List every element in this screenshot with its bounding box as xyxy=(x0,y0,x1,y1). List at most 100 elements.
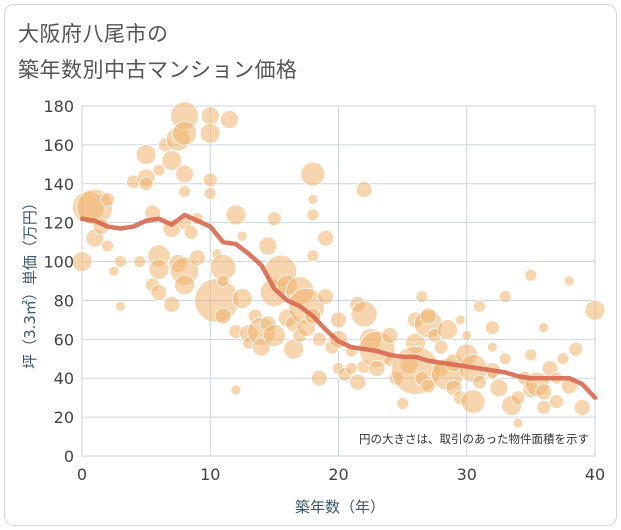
data-bubble xyxy=(381,327,399,344)
data-bubble xyxy=(152,163,166,177)
y-tick-label: 180 xyxy=(43,97,74,116)
data-bubble xyxy=(214,307,232,325)
data-bubble xyxy=(138,176,154,192)
data-bubble xyxy=(498,290,512,303)
y-axis-label: 坪（3.3㎡）単価（万円） xyxy=(21,195,39,369)
chart-title-line2: 築年数別中古マンション価格 xyxy=(18,58,298,82)
data-bubble xyxy=(71,251,93,272)
data-bubble xyxy=(175,164,195,184)
data-bubble xyxy=(300,161,326,187)
data-bubble xyxy=(556,352,570,366)
data-bubble xyxy=(415,290,429,303)
data-bubble xyxy=(306,208,320,222)
data-bubble xyxy=(161,150,183,171)
x-axis-label: 築年数（年） xyxy=(295,498,385,516)
data-bubble xyxy=(538,322,550,334)
y-tick-label: 140 xyxy=(43,175,74,194)
data-bubble xyxy=(460,389,486,414)
data-bubble xyxy=(133,255,147,268)
data-bubble xyxy=(200,106,220,126)
data-bubble xyxy=(344,362,358,375)
y-tick-label: 0 xyxy=(64,447,74,466)
y-tick-label: 160 xyxy=(43,136,74,155)
data-bubble xyxy=(311,331,327,347)
data-bubble xyxy=(135,144,157,166)
x-tick-label: 20 xyxy=(328,465,348,484)
data-bubble xyxy=(108,265,120,277)
data-bubble xyxy=(172,120,198,146)
x-tick-label: 0 xyxy=(77,465,87,484)
x-tick-label: 30 xyxy=(457,465,477,484)
data-bubble xyxy=(549,394,564,409)
bubble-size-note: 円の大きさは、取引のあった物件面積を示す xyxy=(359,432,589,446)
x-tick-label: 40 xyxy=(585,465,605,484)
data-bubble xyxy=(349,373,367,391)
data-bubble xyxy=(262,324,286,347)
data-bubble xyxy=(199,122,221,144)
data-bubble xyxy=(498,352,512,366)
data-bubble xyxy=(163,295,181,313)
data-bubble xyxy=(584,299,606,321)
y-tick-label: 40 xyxy=(54,369,74,388)
data-bubble xyxy=(100,191,116,207)
data-bubble xyxy=(472,374,487,390)
tick-labels: 0 20 40 60 80 100 120 140 160 180 0 10 20 30 40 xyxy=(43,97,605,484)
data-bubble xyxy=(524,348,538,362)
data-bubble xyxy=(484,320,500,336)
data-bubble xyxy=(489,378,509,398)
data-bubble xyxy=(317,288,335,305)
data-bubble xyxy=(114,255,127,268)
data-bubble xyxy=(236,230,248,242)
data-bubble xyxy=(115,300,126,312)
data-bubble xyxy=(216,274,230,288)
data-bubble xyxy=(202,172,218,188)
data-bubble xyxy=(174,274,196,296)
data-bubble xyxy=(355,181,373,199)
data-bubble xyxy=(183,224,199,240)
data-bubble xyxy=(330,311,347,329)
data-bubble xyxy=(473,299,486,313)
x-tick-label: 10 xyxy=(200,465,220,484)
data-bubble xyxy=(510,390,526,406)
data-bubble xyxy=(230,384,242,396)
data-bubble xyxy=(486,341,498,353)
trend-line-group xyxy=(79,212,598,400)
data-bubble xyxy=(573,398,591,416)
data-bubble xyxy=(454,314,466,326)
data-bubble xyxy=(148,258,170,280)
data-bubble xyxy=(535,383,553,401)
data-bubble xyxy=(420,378,436,394)
data-bubble xyxy=(150,284,168,302)
data-bubble xyxy=(536,399,552,415)
data-bubble xyxy=(433,339,449,355)
data-bubble xyxy=(178,185,192,198)
data-bubble xyxy=(512,417,524,429)
y-tick-label: 100 xyxy=(43,253,74,272)
y-tick-label: 80 xyxy=(54,291,74,310)
data-bubble xyxy=(396,397,410,410)
chart-title-line1: 大阪府八尾市の xyxy=(18,22,169,46)
data-bubble xyxy=(317,229,335,247)
data-bubble xyxy=(437,319,458,341)
y-tick-label: 20 xyxy=(54,408,74,427)
data-bubble xyxy=(225,204,247,226)
data-bubble xyxy=(461,330,473,341)
data-bubble xyxy=(310,369,328,387)
data-bubble xyxy=(101,239,115,253)
data-bubble xyxy=(189,249,206,267)
data-bubble xyxy=(307,193,319,205)
data-bubble xyxy=(350,300,378,328)
y-tick-label: 60 xyxy=(54,330,74,349)
data-bubble xyxy=(203,187,217,200)
data-bubble xyxy=(306,249,320,263)
data-bubble xyxy=(220,110,239,130)
data-bubble xyxy=(563,275,575,287)
y-tick-label: 120 xyxy=(43,214,74,233)
data-bubble xyxy=(368,360,386,377)
data-bubble xyxy=(568,341,584,357)
data-bubble xyxy=(258,236,278,256)
trend-line xyxy=(79,212,598,400)
data-bubble xyxy=(524,268,538,282)
data-bubble xyxy=(266,211,282,227)
